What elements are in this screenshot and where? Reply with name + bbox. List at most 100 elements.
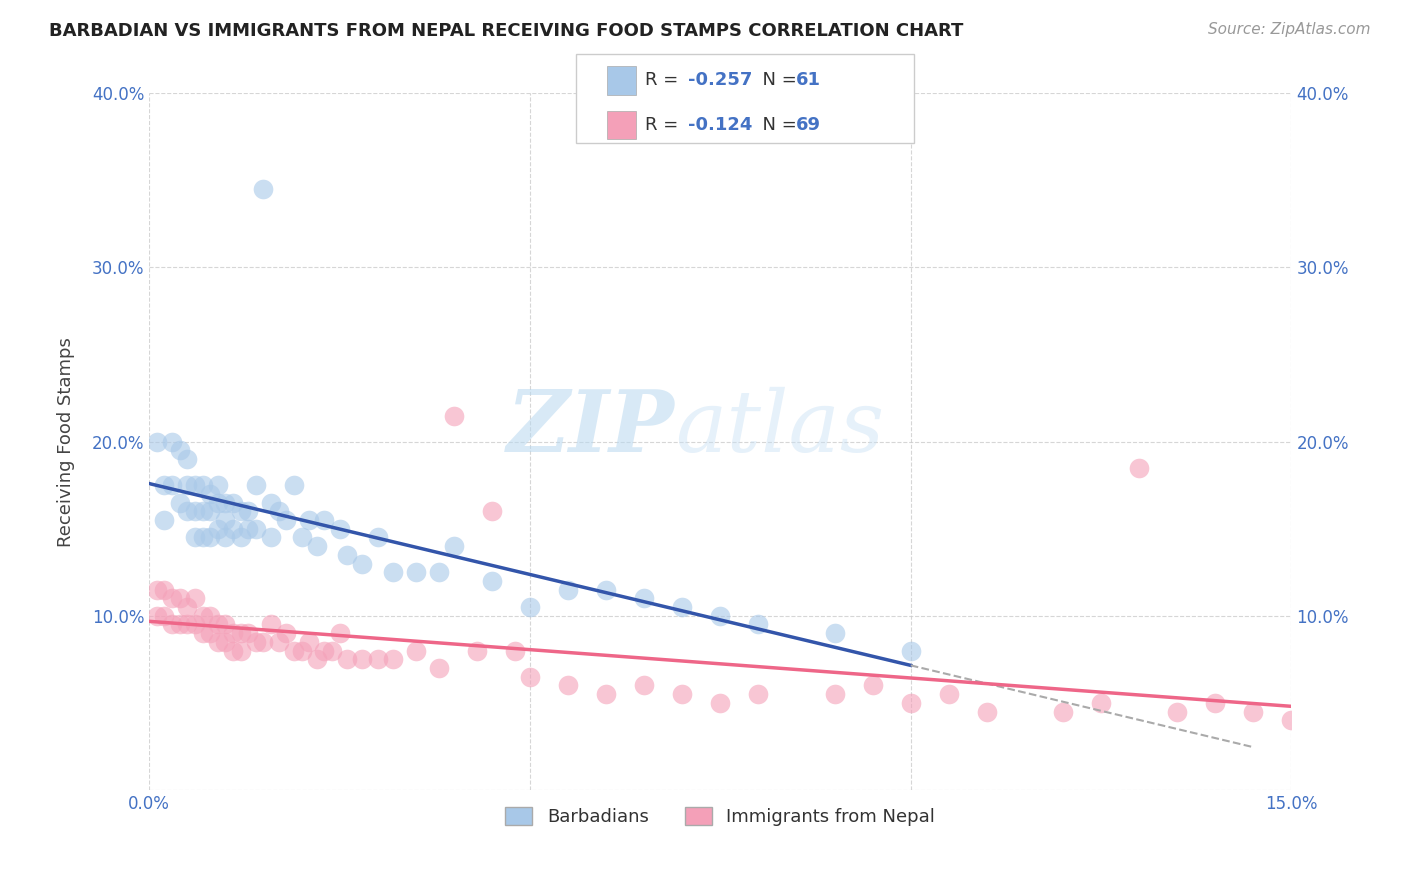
Point	[862, 678, 884, 692]
Point	[153, 513, 176, 527]
Point	[824, 626, 846, 640]
Legend: Barbadians, Immigrants from Nepal: Barbadians, Immigrants from Nepal	[498, 799, 942, 833]
Point	[176, 600, 198, 615]
Point	[146, 608, 169, 623]
Text: atlas: atlas	[675, 386, 884, 469]
Point	[160, 617, 183, 632]
Point	[519, 600, 541, 615]
Point	[824, 687, 846, 701]
Point	[229, 643, 252, 657]
Point	[276, 626, 298, 640]
Point	[283, 478, 305, 492]
Text: ZIP: ZIP	[506, 386, 675, 469]
Point	[207, 478, 229, 492]
Point	[160, 591, 183, 606]
Point	[198, 626, 221, 640]
Point	[290, 643, 312, 657]
Point	[260, 530, 283, 544]
Point	[260, 495, 283, 509]
Point	[352, 652, 374, 666]
Point	[222, 495, 245, 509]
Point	[276, 513, 298, 527]
Point	[336, 652, 359, 666]
Point	[443, 539, 465, 553]
Point	[245, 522, 267, 536]
Point	[1319, 713, 1341, 727]
Point	[633, 678, 655, 692]
Point	[336, 548, 359, 562]
Point	[709, 608, 731, 623]
Point	[191, 530, 214, 544]
Point	[314, 643, 336, 657]
Point	[184, 478, 207, 492]
Point	[405, 643, 427, 657]
Point	[503, 643, 526, 657]
Point	[252, 635, 274, 649]
Point	[260, 617, 283, 632]
Point	[709, 696, 731, 710]
Point	[747, 687, 769, 701]
Point	[176, 617, 198, 632]
Point	[381, 566, 404, 580]
Point	[176, 452, 198, 467]
Text: N =: N =	[751, 116, 803, 134]
Point	[671, 600, 693, 615]
Point	[238, 522, 260, 536]
Point	[191, 626, 214, 640]
Y-axis label: Receiving Food Stamps: Receiving Food Stamps	[58, 336, 75, 547]
Point	[519, 670, 541, 684]
Point	[191, 504, 214, 518]
Point	[169, 495, 191, 509]
Point	[305, 539, 328, 553]
Point	[169, 617, 191, 632]
Point	[214, 617, 236, 632]
Point	[160, 478, 183, 492]
Point	[314, 513, 336, 527]
Point	[245, 478, 267, 492]
Point	[633, 591, 655, 606]
Point	[1357, 713, 1379, 727]
Point	[1295, 705, 1317, 719]
Point	[191, 478, 214, 492]
Point	[283, 643, 305, 657]
Point	[169, 443, 191, 458]
Point	[367, 652, 389, 666]
Point	[976, 705, 998, 719]
Point	[1281, 713, 1303, 727]
Point	[1090, 696, 1112, 710]
Point	[229, 626, 252, 640]
Point	[1052, 705, 1074, 719]
Point	[557, 678, 579, 692]
Point	[176, 478, 198, 492]
Point	[381, 652, 404, 666]
Point	[1166, 705, 1188, 719]
Point	[198, 530, 221, 544]
Text: Source: ZipAtlas.com: Source: ZipAtlas.com	[1208, 22, 1371, 37]
Point	[229, 504, 252, 518]
Point	[222, 643, 245, 657]
Point	[153, 478, 176, 492]
Point	[207, 495, 229, 509]
Point	[321, 643, 343, 657]
Point	[245, 635, 267, 649]
Point	[267, 504, 290, 518]
Point	[207, 635, 229, 649]
Point	[747, 617, 769, 632]
Text: BARBADIAN VS IMMIGRANTS FROM NEPAL RECEIVING FOOD STAMPS CORRELATION CHART: BARBADIAN VS IMMIGRANTS FROM NEPAL RECEI…	[49, 22, 963, 40]
Point	[198, 608, 221, 623]
Point	[222, 522, 245, 536]
Point	[238, 626, 260, 640]
Point	[207, 617, 229, 632]
Point	[481, 504, 503, 518]
Point	[198, 487, 221, 501]
Point	[427, 566, 450, 580]
Point	[153, 608, 176, 623]
Point	[900, 696, 922, 710]
Point	[290, 530, 312, 544]
Point	[191, 608, 214, 623]
Point	[176, 504, 198, 518]
Point	[352, 557, 374, 571]
Point	[184, 530, 207, 544]
Point	[214, 513, 236, 527]
Point	[367, 530, 389, 544]
